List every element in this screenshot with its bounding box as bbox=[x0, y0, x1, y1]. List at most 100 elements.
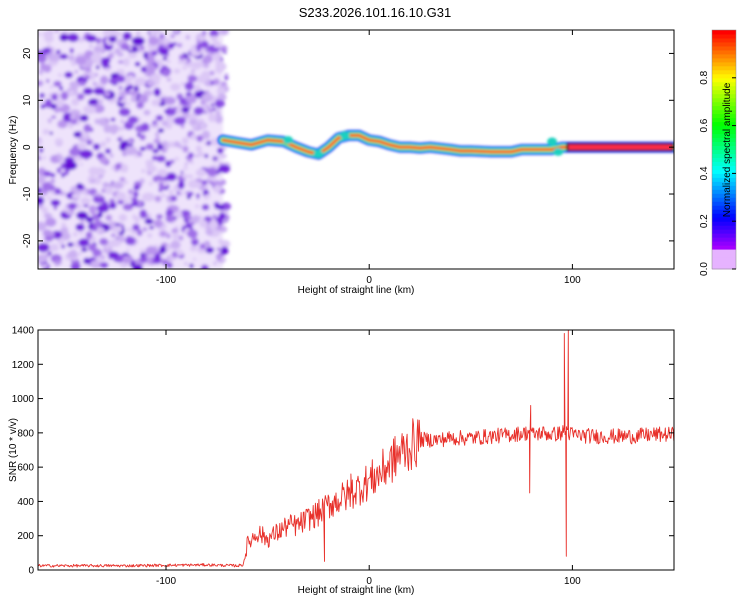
colorbar-band bbox=[712, 257, 736, 262]
colorbar-band bbox=[712, 129, 736, 135]
noise-blob bbox=[157, 180, 161, 184]
noise-blob bbox=[144, 218, 154, 225]
noise-blob bbox=[88, 243, 97, 252]
colorbar-band bbox=[712, 173, 736, 178]
colorbar-band bbox=[712, 77, 736, 83]
noise-blob bbox=[145, 246, 159, 256]
noise-blob bbox=[159, 33, 165, 39]
colorbar-band bbox=[712, 85, 736, 91]
noise-blob bbox=[153, 219, 163, 228]
noise-blob bbox=[185, 214, 192, 222]
noise-blob bbox=[170, 159, 175, 164]
noise-blob bbox=[136, 101, 144, 109]
noise-blob bbox=[72, 231, 78, 237]
noise-blob bbox=[204, 196, 208, 201]
noise-blob bbox=[134, 216, 140, 223]
noise-blob bbox=[218, 153, 227, 159]
noise-blob bbox=[216, 87, 226, 96]
colorbar-band bbox=[712, 69, 736, 75]
noise-blob bbox=[51, 93, 58, 101]
noise-blob bbox=[189, 263, 194, 269]
noise-blob bbox=[131, 36, 145, 46]
noise-blob bbox=[180, 170, 184, 174]
noise-blob bbox=[148, 36, 159, 46]
noise-blob bbox=[212, 52, 221, 59]
noise-blob bbox=[59, 168, 66, 173]
noise-blob bbox=[145, 143, 155, 151]
noise-blob bbox=[51, 115, 56, 119]
noise-blob bbox=[213, 261, 217, 265]
noise-blob bbox=[105, 136, 111, 144]
colorbar-band bbox=[712, 189, 736, 194]
noise-blob bbox=[57, 120, 68, 129]
noise-blob bbox=[156, 214, 163, 220]
noise-blob bbox=[74, 70, 78, 74]
noise-blob bbox=[70, 262, 81, 269]
noise-blob bbox=[139, 178, 145, 184]
noise-blob bbox=[218, 204, 225, 211]
noise-blob bbox=[46, 78, 50, 83]
noise-blob bbox=[108, 221, 116, 228]
noise-blob bbox=[38, 80, 44, 87]
noise-blob bbox=[115, 75, 126, 83]
noise-blob bbox=[212, 184, 222, 193]
noise-blob bbox=[182, 145, 189, 153]
spectrogram-y-axis-label: Frequency (Hz) bbox=[8, 116, 19, 185]
colorbar-band bbox=[712, 45, 736, 51]
noise-blob bbox=[168, 42, 175, 49]
noise-blob bbox=[147, 233, 153, 238]
noise-blob bbox=[152, 148, 159, 154]
noise-blob bbox=[165, 215, 174, 223]
noise-blob bbox=[121, 252, 124, 256]
noise-blob bbox=[176, 249, 184, 256]
noise-blob bbox=[123, 145, 138, 156]
noise-blob bbox=[176, 42, 183, 48]
noise-blob bbox=[216, 147, 224, 154]
noise-blob bbox=[161, 120, 169, 126]
noise-blob bbox=[180, 124, 185, 129]
noise-blob bbox=[118, 107, 131, 117]
noise-blob bbox=[62, 207, 69, 213]
noise-blob bbox=[44, 50, 49, 56]
noise-blob bbox=[125, 102, 131, 106]
noise-blob bbox=[127, 115, 139, 125]
noise-blob bbox=[215, 64, 224, 74]
noise-blob bbox=[89, 205, 97, 215]
noise-blob bbox=[92, 81, 98, 86]
noise-blob bbox=[54, 108, 60, 113]
colorbar-band bbox=[712, 89, 736, 95]
noise-blob bbox=[143, 109, 151, 116]
colorbar-ticks: 0.0 0.2 0.4 0.6 0.8 bbox=[699, 70, 736, 276]
noise-blob bbox=[159, 245, 167, 254]
noise-blob bbox=[110, 124, 119, 134]
snr-x-axis-label: Height of straight line (km) bbox=[298, 585, 415, 596]
noise-blob bbox=[42, 264, 48, 268]
noise-blob bbox=[125, 236, 136, 246]
noise-blob bbox=[134, 153, 140, 159]
noise-blob bbox=[59, 33, 69, 42]
noise-blob bbox=[181, 66, 188, 70]
noise-blob bbox=[105, 214, 113, 222]
noise-blob bbox=[96, 255, 102, 263]
noise-blob bbox=[62, 112, 73, 123]
noise-blob bbox=[184, 262, 188, 266]
noise-blob bbox=[38, 242, 50, 253]
noise-blob bbox=[124, 198, 129, 203]
noise-blob bbox=[207, 108, 214, 113]
noise-blob bbox=[57, 73, 63, 77]
noise-blob bbox=[78, 238, 90, 247]
ridge-bump bbox=[547, 137, 558, 146]
noise-blob bbox=[68, 54, 75, 62]
noise-blob bbox=[117, 60, 124, 64]
noise-blob bbox=[59, 86, 64, 91]
noise-blob bbox=[54, 188, 62, 195]
noise-blob bbox=[224, 72, 229, 77]
noise-blob bbox=[51, 230, 63, 239]
noise-blob bbox=[199, 219, 208, 228]
snr-x-tick-label: 100 bbox=[564, 576, 581, 587]
noise-blob bbox=[201, 130, 211, 140]
noise-blob bbox=[201, 70, 211, 80]
snr-x-ticks: -100 0 100 bbox=[156, 330, 581, 587]
noise-blob bbox=[117, 199, 125, 205]
